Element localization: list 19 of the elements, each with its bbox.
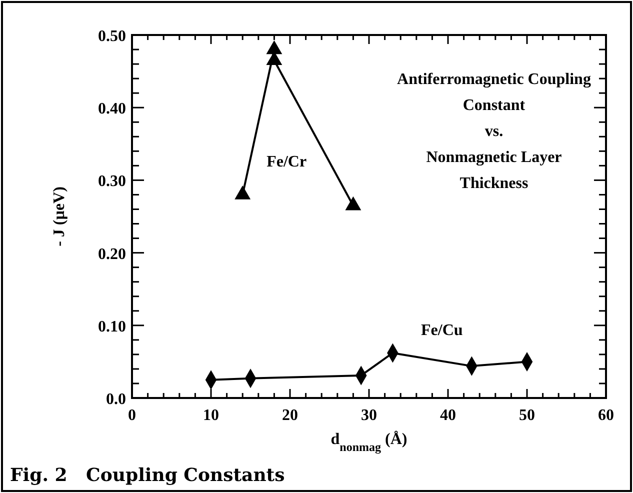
x-tick-label: 20 — [282, 407, 298, 424]
y-axis-title: - J (µeV) — [51, 186, 68, 246]
y-tick-label: 0.40 — [98, 100, 126, 118]
y-tick-label: 0.30 — [98, 173, 126, 190]
y-tick-label: 0.10 — [98, 318, 126, 336]
x-tick-label: 30 — [361, 407, 377, 424]
x-tick-label: 60 — [598, 407, 614, 424]
x-tick-label: 0 — [128, 407, 136, 424]
x-tick-label: 40 — [440, 407, 456, 424]
series-label: Fe/Cu — [421, 322, 463, 339]
caption: Fig. 2 Coupling Constants — [10, 465, 285, 486]
y-tick-label: 0.20 — [98, 246, 126, 263]
x-tick-label: 50 — [519, 407, 535, 424]
y-tick-label: 0.50 — [98, 28, 126, 45]
y-tick-label: 0.0 — [106, 391, 126, 408]
text: Antiferromagnetic Coupling Constant vs. Nonmagnetic Layer Thickness — [397, 71, 591, 192]
series-label: Fe/Cr — [266, 154, 307, 171]
x-axis-title: d$_{nonmag}$ (Å) — [330, 430, 408, 454]
x-tick-label: 10 — [203, 407, 219, 424]
